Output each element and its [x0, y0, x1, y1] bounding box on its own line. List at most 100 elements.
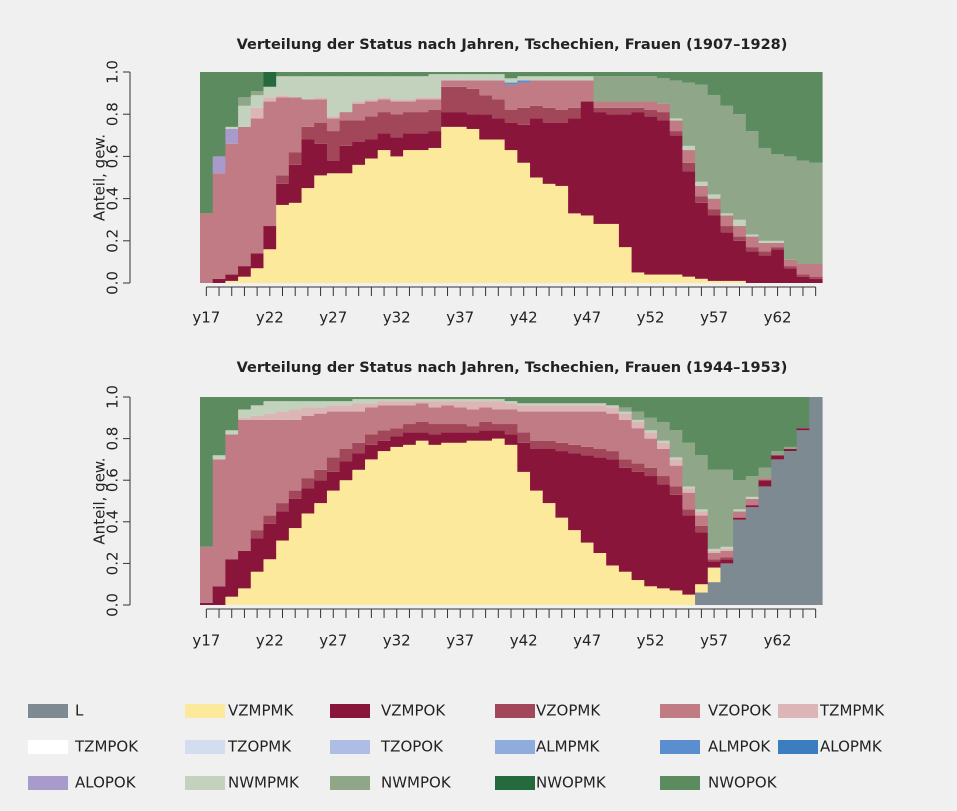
legend-label: VZMPOK	[381, 702, 446, 720]
bar-segment	[352, 164, 366, 283]
legend-swatch	[28, 704, 68, 718]
bar-segment	[656, 72, 671, 79]
bar-segment	[428, 74, 442, 98]
bar-segment	[339, 72, 353, 77]
bar-segment	[479, 407, 493, 422]
legend-label: TZMPMK	[819, 702, 885, 720]
bar-segment	[453, 80, 468, 87]
bar-segment	[415, 99, 430, 113]
bar-segment	[466, 74, 480, 81]
bar-segment	[656, 484, 671, 589]
bar-segment	[631, 580, 645, 605]
bar-segment	[491, 99, 506, 119]
bar-segment	[517, 80, 531, 83]
bar-segment	[745, 498, 760, 506]
bar-segment	[326, 131, 341, 161]
bar-segment	[276, 511, 290, 541]
bar-segment	[403, 76, 417, 100]
bar-segment	[200, 213, 214, 283]
bar-segment	[682, 82, 696, 146]
bar-segment	[352, 141, 366, 165]
bar-segment	[542, 405, 557, 412]
bar-segment	[263, 413, 277, 420]
bar-segment	[365, 459, 379, 605]
bar-segment	[238, 72, 252, 98]
bar-segment	[720, 559, 734, 564]
bar-segment	[530, 403, 544, 406]
bar-segment	[771, 249, 785, 283]
bar-segment	[504, 403, 518, 410]
bar-segment	[238, 588, 252, 605]
bar-segment	[745, 476, 760, 497]
bar-segment	[466, 426, 480, 433]
bar-segment	[542, 76, 557, 81]
bar-segment	[466, 128, 480, 283]
x-tick-label: y52	[637, 309, 665, 327]
bar-segment	[403, 99, 417, 102]
bar-segment	[783, 449, 798, 452]
bar-segment	[720, 550, 734, 558]
legend-label: NWMPOK	[381, 774, 452, 792]
bar-segment	[466, 397, 480, 400]
bar-segment	[542, 449, 557, 504]
bar-segment	[568, 403, 582, 406]
bar-segment	[479, 95, 493, 115]
bar-segment	[796, 428, 810, 431]
bar-segment	[695, 515, 709, 526]
bar-segment	[441, 126, 455, 283]
bar-segment	[326, 173, 341, 283]
x-tick-label: y17	[192, 632, 220, 650]
x-tick-label: y47	[573, 309, 601, 327]
bar-segment	[631, 272, 645, 283]
bar-segment	[707, 561, 722, 568]
bar-segment	[365, 407, 379, 435]
bar-segment	[428, 444, 442, 605]
bar-segment	[377, 397, 392, 400]
bar-segment	[669, 465, 683, 487]
bar-segment	[682, 397, 696, 443]
bar-segment	[288, 409, 303, 420]
bar-segment	[669, 397, 683, 431]
y-tick-label: 0.8	[104, 102, 122, 126]
chart-title: Verteilung der Status nach Jahren, Tsche…	[237, 360, 788, 376]
bar-segment	[682, 171, 696, 277]
bar-segment	[720, 280, 734, 283]
bar-segment	[656, 397, 671, 422]
bar-segment	[377, 401, 392, 406]
bar-segment	[326, 401, 341, 406]
plot-area	[200, 397, 823, 605]
bar-segment	[745, 247, 760, 252]
bar-segment	[695, 397, 709, 456]
bar-segment	[682, 442, 696, 487]
bar-segment	[428, 434, 442, 445]
bar-segment	[720, 557, 734, 560]
bar-segment	[695, 202, 709, 279]
bar-segment	[631, 428, 645, 464]
bar-segment	[276, 411, 290, 420]
bar-segment	[771, 455, 785, 460]
bar-segment	[403, 424, 417, 433]
bar-segment	[733, 114, 747, 220]
bar-segment	[733, 236, 747, 241]
bar-segment	[644, 430, 658, 433]
x-tick-label: y37	[446, 309, 474, 327]
bar-segment	[733, 511, 747, 518]
bar-segment	[225, 72, 239, 127]
bar-segment	[606, 107, 620, 115]
bar-segment	[479, 72, 493, 75]
bar-segment	[504, 78, 518, 83]
bar-segment	[250, 538, 265, 572]
bar-segment	[339, 120, 353, 146]
bar-segment	[200, 72, 214, 214]
bar-segment	[606, 101, 620, 108]
bar-segment	[428, 399, 442, 402]
bar-segment	[682, 72, 696, 83]
bar-segment	[212, 455, 226, 460]
bar-segment	[288, 419, 303, 491]
bar-segment	[339, 401, 353, 406]
bar-segment	[238, 97, 252, 106]
legend-swatch	[185, 740, 225, 754]
bar-segment	[707, 397, 722, 470]
bar-segment	[326, 72, 341, 77]
